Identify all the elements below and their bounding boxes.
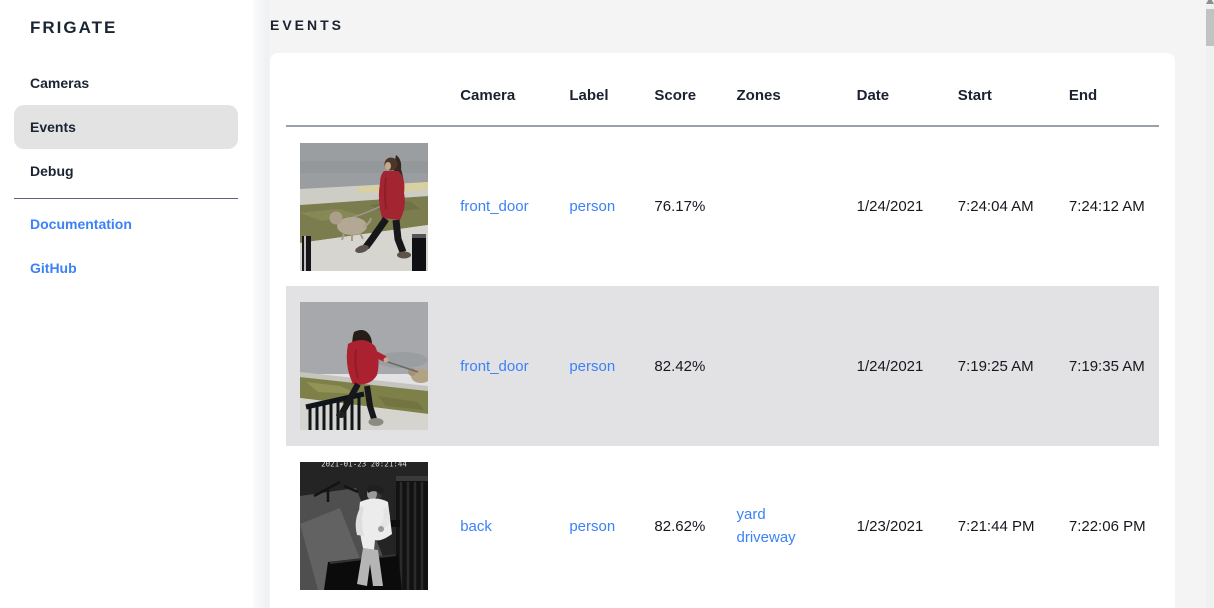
event-thumbnail-image[interactable]: [300, 142, 428, 271]
main-scrollbar[interactable]: [1206, 0, 1214, 608]
start-value: 7:21:44 PM: [957, 517, 1035, 535]
column-header-zones: Zones: [736, 53, 857, 127]
end-value: 7:24:12 AM: [1068, 198, 1145, 215]
camera-cell: back: [460, 446, 569, 606]
thumbnail-cell: [286, 126, 460, 286]
label-link[interactable]: person: [569, 517, 616, 535]
sidebar-item-events[interactable]: Events: [14, 105, 238, 149]
start-value: 7:19:25 AM: [957, 357, 1034, 375]
scrollbar-up-arrow-icon[interactable]: [1206, 0, 1214, 4]
zones-cell: yard driveway: [737, 446, 857, 606]
thumbnail-timestamp-overlay: 2021-01-23 20:21:44: [321, 462, 407, 469]
label-cell: person: [569, 446, 654, 606]
date-cell: 1/24/2021: [856, 286, 958, 446]
date-value: 1/24/2021: [856, 198, 924, 215]
column-header-date: Date: [856, 53, 958, 127]
end-cell: 7:22:06 PM: [1069, 446, 1159, 606]
column-header-camera: Camera: [460, 53, 570, 127]
score-cell: 82.42%: [654, 286, 737, 446]
label-cell: person: [569, 126, 654, 286]
score-value: 82.42%: [654, 357, 706, 375]
zone-link-driveway[interactable]: driveway: [736, 529, 796, 546]
label-link[interactable]: person: [569, 357, 616, 375]
date-cell: 1/24/2021: [857, 126, 958, 286]
event-row[interactable]: front_door person 82.42% 1/24/2021 7:19:…: [286, 286, 1159, 446]
events-card: Camera Label Score Zones Date Start End: [270, 53, 1175, 608]
column-header-score: Score: [654, 53, 737, 127]
end-cell: 7:24:12 AM: [1069, 126, 1159, 286]
sidebar-divider: [14, 198, 238, 199]
camera-cell: front_door: [460, 286, 570, 446]
start-value: 7:24:04 AM: [957, 198, 1034, 215]
end-cell: 7:19:35 AM: [1068, 286, 1159, 446]
label-link[interactable]: person: [569, 198, 616, 215]
end-value: 7:19:35 AM: [1068, 357, 1145, 375]
column-header-start: Start: [957, 53, 1069, 127]
date-value: 1/24/2021: [856, 357, 924, 375]
column-header-end: End: [1068, 53, 1159, 127]
camera-cell: front_door: [460, 126, 569, 286]
event-thumbnail-image[interactable]: 2021-01-23 20:21:44: [300, 462, 428, 590]
score-value: 82.62%: [654, 517, 706, 535]
sidebar-item-cameras[interactable]: Cameras: [30, 75, 90, 91]
camera-link[interactable]: back: [460, 517, 492, 535]
page-title: EVENTS: [270, 17, 345, 33]
sidebar-scroll-gutter: [253, 0, 269, 608]
zones-cell: [737, 126, 857, 286]
sidebar-link-documentation[interactable]: Documentation: [30, 216, 132, 232]
event-thumbnail-image[interactable]: [300, 302, 428, 430]
camera-link[interactable]: front_door: [460, 357, 529, 375]
sidebar-link-github[interactable]: GitHub: [30, 260, 77, 276]
date-value: 1/23/2021: [856, 517, 924, 535]
thumbnail-cell: [286, 286, 461, 446]
main-content: EVENTS Camera Label Score Zones Date Sta…: [269, 0, 1214, 608]
start-cell: 7:21:44 PM: [958, 446, 1069, 606]
scrollbar-thumb[interactable]: [1206, 9, 1214, 46]
score-value: 76.17%: [654, 198, 706, 215]
sidebar: FRIGATE Cameras Events Debug Documentati…: [0, 0, 253, 608]
start-cell: 7:19:25 AM: [957, 286, 1069, 446]
event-row[interactable]: 2021-01-23 20:21:44 back person 82.62% y…: [286, 446, 1159, 606]
events-table: Camera Label Score Zones Date Start End: [286, 53, 1159, 606]
end-value: 7:22:06 PM: [1068, 517, 1146, 535]
start-cell: 7:24:04 AM: [958, 126, 1069, 286]
thumbnail-cell: 2021-01-23 20:21:44: [286, 446, 460, 606]
zone-link-yard[interactable]: yard: [736, 506, 766, 523]
column-header-label: Label: [569, 53, 655, 127]
label-cell: person: [569, 286, 655, 446]
camera-link[interactable]: front_door: [460, 198, 529, 215]
table-header-row: Camera Label Score Zones Date Start End: [286, 53, 1159, 127]
score-cell: 82.62%: [654, 446, 736, 606]
score-cell: 76.17%: [654, 126, 736, 286]
zones-cell: [736, 286, 857, 446]
app-logo[interactable]: FRIGATE: [30, 18, 118, 37]
sidebar-nav: Cameras Events Debug Documentation GitHu…: [0, 61, 253, 290]
date-cell: 1/23/2021: [857, 446, 958, 606]
sidebar-item-debug[interactable]: Debug: [30, 163, 74, 179]
event-row[interactable]: front_door person 76.17% 1/24/2021 7:24:…: [286, 126, 1159, 286]
column-header-thumbnail: [286, 53, 461, 127]
